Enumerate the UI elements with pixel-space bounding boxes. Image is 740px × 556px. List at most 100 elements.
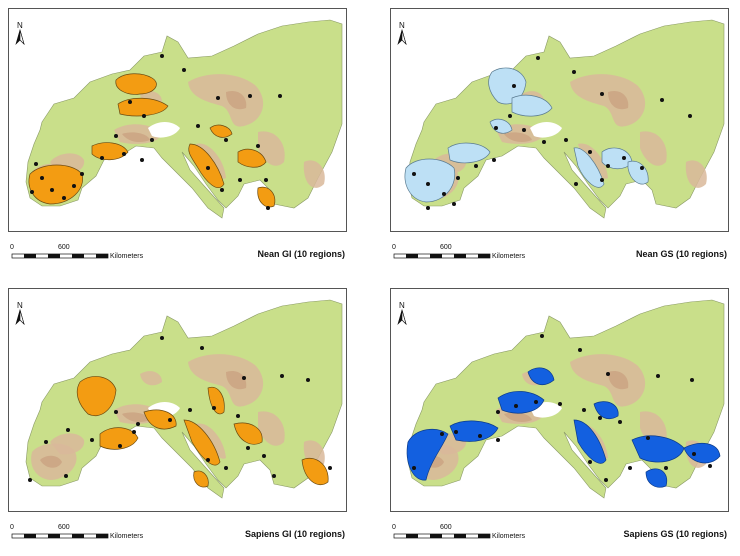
occurrence-point bbox=[328, 466, 332, 470]
scale-bar bbox=[11, 533, 109, 539]
occurrence-point bbox=[62, 196, 66, 200]
distribution-region bbox=[76, 376, 117, 416]
occurrence-point bbox=[182, 68, 186, 72]
occurrence-point bbox=[496, 438, 500, 442]
alps-blank-area bbox=[530, 122, 562, 138]
mountain-relief bbox=[570, 74, 646, 127]
occurrence-point bbox=[578, 348, 582, 352]
occurrence-point bbox=[168, 418, 172, 422]
occurrence-point bbox=[606, 164, 610, 168]
occurrence-point bbox=[660, 98, 664, 102]
mountain-relief bbox=[685, 160, 707, 188]
distribution-region bbox=[209, 124, 233, 138]
high-relief bbox=[608, 90, 629, 110]
occurrence-point bbox=[40, 176, 44, 180]
scale-bar bbox=[393, 253, 491, 259]
map-panel-sapiens-gi: N 0 600 Kilometers Sapiens GI (10 region… bbox=[8, 288, 355, 544]
scale-unit-label: Kilometers bbox=[492, 253, 526, 260]
high-relief bbox=[226, 370, 247, 390]
scale-end-label: 600 bbox=[58, 524, 70, 531]
mountain-relief bbox=[258, 131, 285, 166]
occurrence-point bbox=[412, 466, 416, 470]
distribution-region bbox=[404, 158, 456, 203]
occurrence-point bbox=[266, 206, 270, 210]
occurrence-point bbox=[508, 114, 512, 118]
occurrence-point bbox=[160, 54, 164, 58]
mountain-relief bbox=[303, 160, 325, 188]
distribution-region bbox=[233, 422, 263, 445]
occurrence-point bbox=[64, 474, 68, 478]
distribution-region bbox=[683, 442, 721, 464]
occurrence-point bbox=[496, 410, 500, 414]
occurrence-point bbox=[188, 408, 192, 412]
distribution-region bbox=[645, 468, 668, 488]
occurrence-point bbox=[442, 192, 446, 196]
occurrence-point bbox=[278, 94, 282, 98]
occurrence-point bbox=[640, 166, 644, 170]
occurrence-point bbox=[588, 460, 592, 464]
occurrence-point bbox=[622, 156, 626, 160]
occurrence-point bbox=[598, 416, 602, 420]
map-panel-nean-gi: N 0 600 Kilometers Nean GI (10 regions) bbox=[8, 8, 355, 264]
occurrence-point bbox=[212, 406, 216, 410]
occurrence-point bbox=[540, 334, 544, 338]
distribution-region bbox=[193, 470, 209, 488]
north-arrow-icon: N bbox=[15, 301, 25, 326]
occurrence-point bbox=[246, 446, 250, 450]
distribution-region bbox=[207, 386, 225, 415]
occurrence-point bbox=[628, 466, 632, 470]
north-label: N bbox=[399, 21, 405, 30]
occurrence-point bbox=[28, 478, 32, 482]
occurrence-point bbox=[574, 182, 578, 186]
occurrence-point bbox=[478, 434, 482, 438]
occurrence-point bbox=[196, 124, 200, 128]
scale-start-label: 0 bbox=[10, 524, 14, 531]
occurrence-point bbox=[142, 114, 146, 118]
distribution-region bbox=[115, 73, 157, 95]
occurrence-point bbox=[50, 188, 54, 192]
occurrence-point bbox=[224, 138, 228, 142]
occurrence-point bbox=[514, 404, 518, 408]
occurrence-point bbox=[280, 374, 284, 378]
occurrence-point bbox=[534, 400, 538, 404]
north-arrow-icon: N bbox=[397, 21, 407, 46]
mountain-relief bbox=[570, 354, 646, 407]
distribution-region bbox=[497, 391, 545, 414]
occurrence-point bbox=[600, 92, 604, 96]
map-panel-nean-gs: N 0 600 Kilometers Nean GS (10 regions) bbox=[390, 8, 737, 264]
occurrence-point bbox=[256, 144, 260, 148]
occurrence-point bbox=[536, 56, 540, 60]
occurrence-point bbox=[206, 166, 210, 170]
distribution-region bbox=[449, 420, 499, 442]
occurrence-point bbox=[542, 140, 546, 144]
occurrence-point bbox=[512, 84, 516, 88]
occurrence-point bbox=[618, 420, 622, 424]
distribution-region bbox=[527, 367, 555, 386]
north-label: N bbox=[17, 21, 23, 30]
occurrence-point bbox=[118, 444, 122, 448]
occurrence-point bbox=[456, 176, 460, 180]
occurrence-point bbox=[72, 184, 76, 188]
occurrence-point bbox=[150, 138, 154, 142]
scale-unit-label: Kilometers bbox=[110, 533, 144, 540]
occurrence-point bbox=[558, 402, 562, 406]
mountain-relief bbox=[640, 131, 667, 166]
occurrence-point bbox=[216, 96, 220, 100]
occurrence-point bbox=[572, 70, 576, 74]
occurrence-point bbox=[30, 190, 34, 194]
occurrence-point bbox=[66, 428, 70, 432]
europe-landmass bbox=[25, 299, 343, 499]
occurrence-point bbox=[238, 178, 242, 182]
scale-start-label: 0 bbox=[392, 244, 396, 251]
distribution-region bbox=[573, 147, 605, 188]
mountain-relief bbox=[258, 411, 285, 446]
occurrence-point bbox=[426, 182, 430, 186]
occurrence-point bbox=[34, 162, 38, 166]
distribution-region bbox=[573, 419, 607, 464]
occurrence-point bbox=[128, 100, 132, 104]
occurrence-point bbox=[200, 346, 204, 350]
occurrence-point bbox=[224, 466, 228, 470]
occurrence-point bbox=[440, 432, 444, 436]
distribution-region bbox=[301, 458, 329, 486]
occurrence-point bbox=[646, 436, 650, 440]
